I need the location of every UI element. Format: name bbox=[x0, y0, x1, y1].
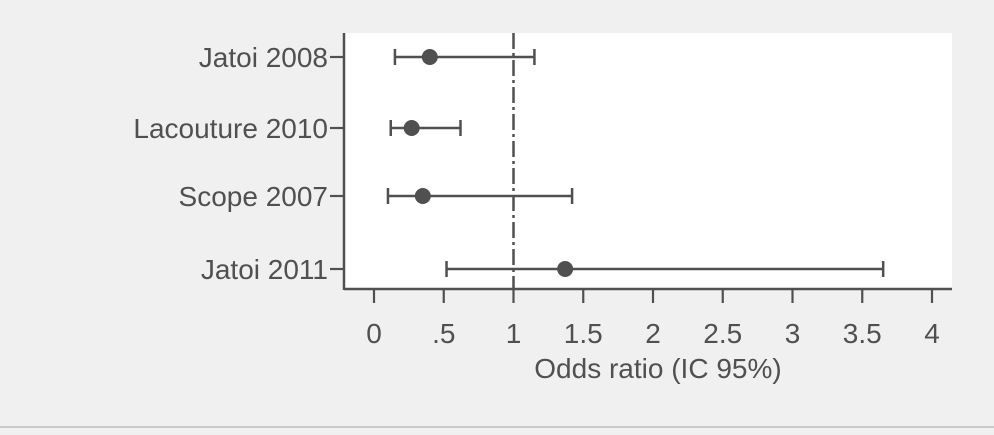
study-label-2: Scope 2007 bbox=[179, 181, 328, 212]
x-axis-label: Odds ratio (IC 95%) bbox=[534, 353, 781, 384]
point-estimate-1 bbox=[403, 120, 420, 136]
study-rows: Jatoi 2008 Lacouture 2010 Scope 2007 Jatoi … bbox=[133, 42, 885, 285]
x-tick-label-5: 2.5 bbox=[703, 318, 742, 349]
x-tick-label-3: 1.5 bbox=[564, 318, 603, 349]
x-tick-label-0: 0 bbox=[366, 318, 382, 349]
x-tick-label-8: 4 bbox=[924, 318, 940, 349]
study-label-3: Jatoi 2011 bbox=[201, 254, 328, 285]
study-row-2: Scope 2007 bbox=[179, 181, 574, 212]
study-label-0: Jatoi 2008 bbox=[199, 42, 328, 73]
study-label-1: Lacouture 2010 bbox=[133, 113, 328, 144]
x-tick-label-6: 3 bbox=[785, 318, 801, 349]
point-estimate-3 bbox=[557, 261, 574, 277]
x-ticks: 0 .5 1 1.5 2 2.5 3 3.5 4 bbox=[366, 289, 940, 349]
point-estimate-0 bbox=[421, 49, 438, 65]
study-row-1: Lacouture 2010 bbox=[133, 113, 462, 144]
point-estimate-2 bbox=[414, 188, 431, 204]
x-tick-label-1: .5 bbox=[432, 318, 455, 349]
x-tick-label-7: 3.5 bbox=[843, 318, 882, 349]
x-tick-label-2: 1 bbox=[506, 318, 522, 349]
x-tick-label-4: 2 bbox=[645, 318, 661, 349]
study-row-0: Jatoi 2008 bbox=[199, 42, 536, 73]
plot-background bbox=[344, 33, 952, 289]
study-row-3: Jatoi 2011 bbox=[201, 254, 885, 285]
